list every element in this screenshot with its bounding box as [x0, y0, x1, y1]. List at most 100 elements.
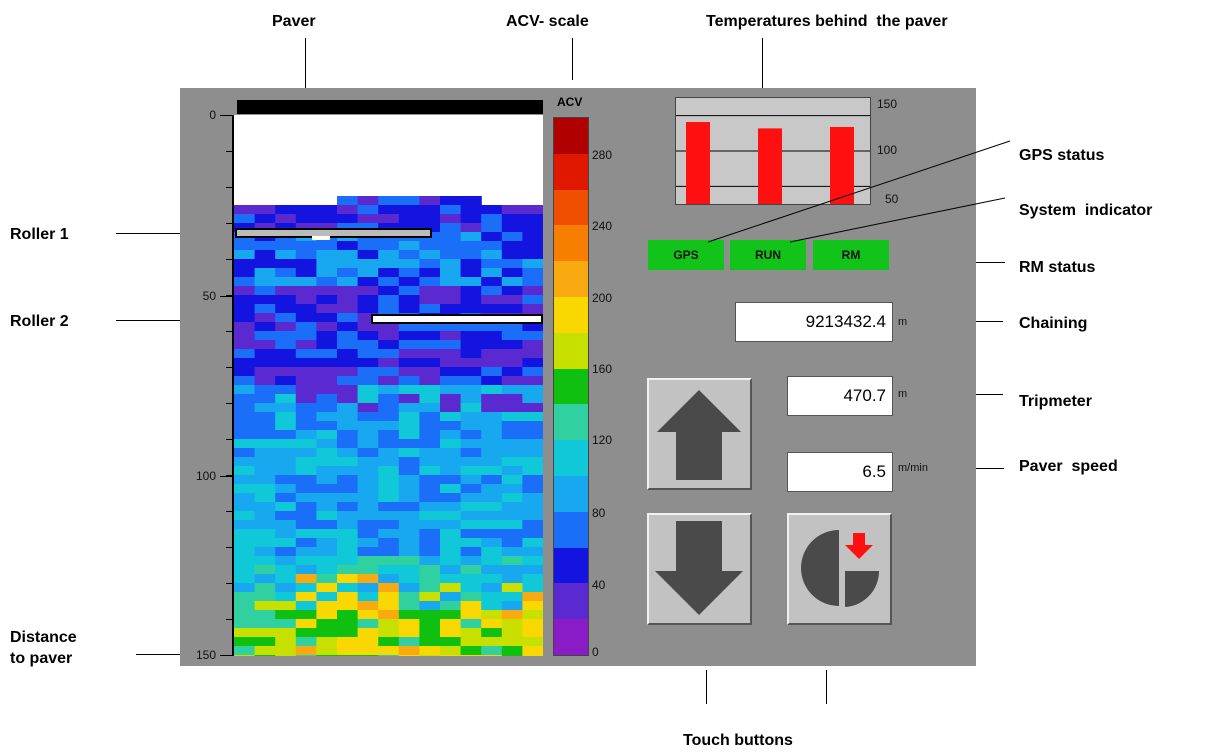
- map-cell: [234, 583, 256, 593]
- map-cell: [275, 277, 297, 287]
- distance-minor-tick: [226, 259, 232, 260]
- map-cell: [234, 295, 256, 305]
- map-cell: [481, 574, 503, 584]
- map-cell: [398, 619, 420, 629]
- map-cell: [254, 412, 276, 422]
- map-cell: [316, 592, 338, 602]
- map-cell: [357, 313, 379, 323]
- map-cell: [440, 376, 462, 386]
- map-cell: [398, 565, 420, 575]
- map-cell: [254, 403, 276, 413]
- map-cell: [398, 331, 420, 341]
- map-cell: [481, 232, 503, 242]
- map-cell: [337, 376, 359, 386]
- map-cell: [357, 205, 379, 215]
- map-cell: [234, 565, 256, 575]
- map-cell: [398, 520, 420, 530]
- map-cell: [440, 583, 462, 593]
- map-cell: [419, 340, 441, 350]
- roller-1[interactable]: [235, 228, 432, 238]
- map-cell: [460, 295, 482, 305]
- map-cell: [398, 241, 420, 251]
- map-cell: [275, 628, 297, 638]
- map-cell: [295, 556, 317, 566]
- map-cell: [316, 628, 338, 638]
- map-cell: [419, 493, 441, 503]
- roller-display-panel: 0 50 100 150 ACV 280 240 200 160 120 80 …: [180, 88, 976, 666]
- map-cell: [234, 610, 256, 620]
- map-cell: [357, 502, 379, 512]
- map-cell: [357, 655, 379, 656]
- map-cell: [378, 340, 400, 350]
- map-cell: [460, 367, 482, 377]
- map-cell: [295, 214, 317, 224]
- map-cell: [460, 277, 482, 287]
- map-cell: [275, 565, 297, 575]
- map-cell: [440, 196, 462, 206]
- map-cell: [234, 637, 256, 647]
- map-cell: [357, 610, 379, 620]
- map-cell: [501, 592, 523, 602]
- map-cell: [501, 430, 523, 440]
- map-cell: [419, 565, 441, 575]
- map-cell: [440, 304, 462, 314]
- map-cell: [501, 547, 523, 557]
- map-cell: [378, 259, 400, 269]
- distance-minor-tick: [226, 367, 232, 368]
- map-cell: [234, 331, 256, 341]
- map-cell: [234, 313, 256, 323]
- map-cell: [337, 304, 359, 314]
- map-cell: [522, 574, 543, 584]
- map-cell: [419, 358, 441, 368]
- map-cell: [481, 259, 503, 269]
- map-cell: [440, 538, 462, 548]
- map-cell: [275, 610, 297, 620]
- map-cell: [337, 493, 359, 503]
- temperature-bar: [830, 126, 854, 204]
- map-cell: [481, 304, 503, 314]
- map-cell: [398, 655, 420, 656]
- map-cell: [522, 295, 543, 305]
- scroll-up-button[interactable]: [647, 378, 752, 490]
- map-cell: [378, 421, 400, 431]
- map-cell: [501, 520, 523, 530]
- map-cell: [254, 565, 276, 575]
- map-cell: [275, 502, 297, 512]
- map-cell: [522, 430, 543, 440]
- system-run-indicator: RUN: [730, 240, 806, 270]
- map-cell: [419, 403, 441, 413]
- map-cell: [481, 214, 503, 224]
- map-cell: [398, 196, 420, 206]
- map-cell: [398, 484, 420, 494]
- map-cell: [419, 250, 441, 260]
- map-cell: [357, 268, 379, 278]
- map-cell: [501, 367, 523, 377]
- leader-speed: [954, 468, 1004, 469]
- acv-swatch: [554, 118, 588, 154]
- map-cell: [234, 421, 256, 431]
- map-cell: [295, 583, 317, 593]
- map-cell: [522, 421, 543, 431]
- callout-touch-buttons: Touch buttons: [683, 732, 793, 749]
- distance-minor-tick: [226, 295, 232, 296]
- map-cell: [275, 322, 297, 332]
- map-cell: [295, 385, 317, 395]
- map-cell: [522, 412, 543, 422]
- map-cell: [440, 520, 462, 530]
- map-cell: [337, 295, 359, 305]
- acv-ticks: 280 240 200 160 120 80 40 0: [592, 88, 632, 666]
- map-cell: [234, 286, 256, 296]
- map-cell: [275, 655, 297, 656]
- map-cell: [522, 475, 543, 485]
- map-cell: [398, 556, 420, 566]
- map-cell: [295, 502, 317, 512]
- scroll-down-button[interactable]: [647, 513, 752, 625]
- map-cell: [398, 295, 420, 305]
- roller-2[interactable]: [371, 314, 543, 324]
- map-cell: [398, 421, 420, 431]
- map-cell: [254, 358, 276, 368]
- map-cell: [254, 421, 276, 431]
- map-cell: [275, 340, 297, 350]
- zoom-view-button[interactable]: [787, 513, 892, 625]
- map-cell: [440, 340, 462, 350]
